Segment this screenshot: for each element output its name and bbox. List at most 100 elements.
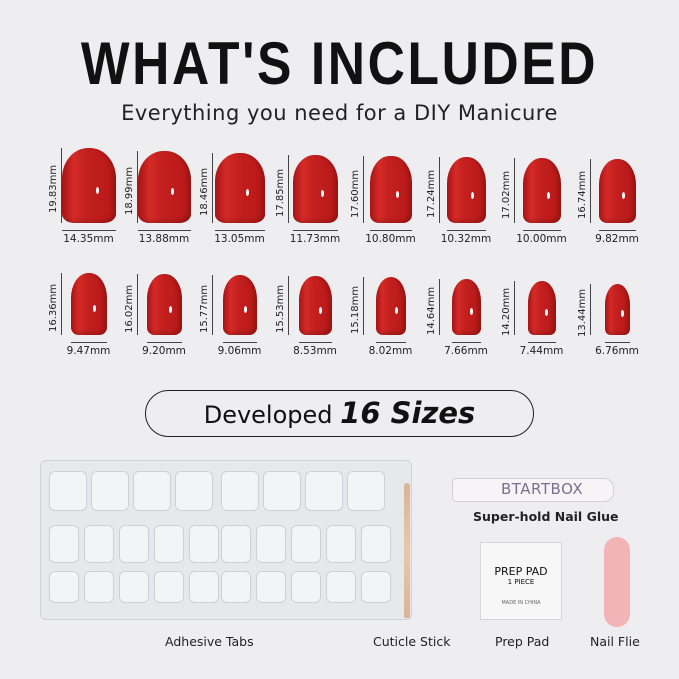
adhesive-tab [49, 525, 79, 563]
width-dimension-line [222, 342, 258, 343]
adhesive-tab [119, 571, 149, 603]
width-dimension-line [370, 230, 412, 231]
width-label: 8.53mm [293, 345, 337, 357]
nail-tip [138, 150, 191, 223]
width-label: 9.06mm [217, 345, 262, 357]
adhesive-tab [291, 571, 321, 603]
page-subtitle: Everything you need for a DIY Manicure [121, 101, 558, 125]
sizes-banner: Developed 16 Sizes [145, 390, 534, 437]
length-label: 16.36mm [48, 283, 59, 332]
width-dimension-line [215, 230, 265, 231]
cuticle-stick-label: Cuticle Stick [373, 634, 451, 649]
nail-tip [446, 157, 487, 223]
width-dimension-line [299, 342, 332, 343]
adhesive-tab [361, 571, 391, 603]
adhesive-tab [91, 471, 129, 511]
length-dimension-line [363, 156, 364, 223]
width-label: 8.02mm [368, 345, 413, 357]
length-label: 14.64mm [425, 287, 437, 336]
width-label: 6.76mm [595, 345, 639, 357]
width-label: 7.44mm [519, 345, 564, 357]
width-label: 10.00mm [516, 233, 567, 245]
nail-tip [451, 279, 482, 335]
adhesive-tab [256, 525, 286, 563]
adhesive-tabs-image [40, 460, 412, 620]
width-label: 9.47mm [66, 345, 111, 357]
length-dimension-line [212, 275, 213, 335]
length-dimension-line [589, 159, 591, 223]
width-label: 13.05mm [214, 233, 265, 245]
width-dimension-line [598, 230, 637, 231]
length-label: 18.99mm [123, 166, 135, 215]
length-label: 16.02mm [123, 284, 135, 333]
adhesive-tab [221, 571, 251, 603]
banner-emphasis: 16 Sizes [340, 396, 476, 430]
nail-tip [604, 283, 631, 335]
width-label: 13.88mm [138, 233, 190, 245]
width-dimension-line [527, 342, 557, 343]
width-label: 10.80mm [365, 233, 416, 245]
width-dimension-line [446, 230, 487, 231]
length-dimension-line [589, 283, 591, 335]
width-label: 9.20mm [142, 345, 186, 357]
adhesive-tab [49, 571, 79, 603]
length-label: 16.74mm [576, 171, 588, 220]
glue-brand: BTARTBOX [501, 480, 584, 498]
length-dimension-line [287, 275, 289, 335]
adhesive-tab [326, 525, 356, 563]
length-label: 17.02mm [501, 170, 512, 219]
length-dimension-line [514, 158, 515, 223]
adhesive-tabs-label: Adhesive Tabs [165, 634, 254, 649]
length-label: 15.18mm [350, 286, 361, 335]
prep-pad-label: Prep Pad [495, 634, 550, 649]
length-label: 15.77mm [199, 284, 210, 334]
adhesive-tab [361, 525, 391, 563]
adhesive-tab [154, 525, 184, 563]
nail-tip [215, 152, 265, 223]
prep-pad-image: PREP PAD 1 PIECE MADE IN CHINA [480, 542, 562, 620]
adhesive-tab [347, 471, 385, 511]
adhesive-tab [175, 471, 213, 511]
nail-tip [222, 275, 258, 335]
width-dimension-line [604, 342, 631, 343]
width-label: 10.32mm [440, 233, 492, 245]
length-dimension-line [61, 272, 62, 335]
adhesive-tab [84, 525, 114, 563]
nail-glue-label: Super-hold Nail Glue [473, 509, 619, 524]
nail-tip [598, 159, 637, 223]
length-dimension-line [287, 155, 289, 223]
adhesive-tab [326, 571, 356, 603]
nail-glue-image: BTARTBOX [452, 478, 614, 502]
width-label: 7.66mm [444, 345, 488, 357]
nail-tip [370, 156, 412, 223]
width-label: 11.73mm [289, 233, 341, 245]
width-dimension-line [71, 342, 107, 343]
width-dimension-line [451, 342, 482, 343]
width-dimension-line [375, 342, 407, 343]
adhesive-tab [189, 525, 219, 563]
adhesive-tab [154, 571, 184, 603]
cuticle-stick-image [404, 483, 410, 618]
length-dimension-line [438, 157, 440, 223]
length-dimension-line [136, 274, 138, 335]
adhesive-tab [256, 571, 286, 603]
length-dimension-line [438, 279, 440, 335]
nail-tip [61, 147, 117, 223]
nail-tip [71, 272, 107, 335]
nail-tip [299, 275, 332, 335]
nail-tip [527, 281, 557, 335]
adhesive-tab [189, 571, 219, 603]
width-dimension-line [138, 230, 191, 231]
nail-tip [293, 155, 338, 223]
pad-title: PREP PAD [494, 565, 548, 578]
adhesive-tab [221, 525, 251, 563]
adhesive-tab [49, 471, 87, 511]
width-dimension-line [147, 342, 182, 343]
adhesive-tab [84, 571, 114, 603]
length-dimension-line [514, 281, 515, 335]
length-label: 19.83mm [48, 165, 59, 214]
length-label: 17.24mm [425, 170, 437, 219]
length-label: 17.85mm [274, 168, 286, 218]
length-dimension-line [61, 147, 62, 223]
